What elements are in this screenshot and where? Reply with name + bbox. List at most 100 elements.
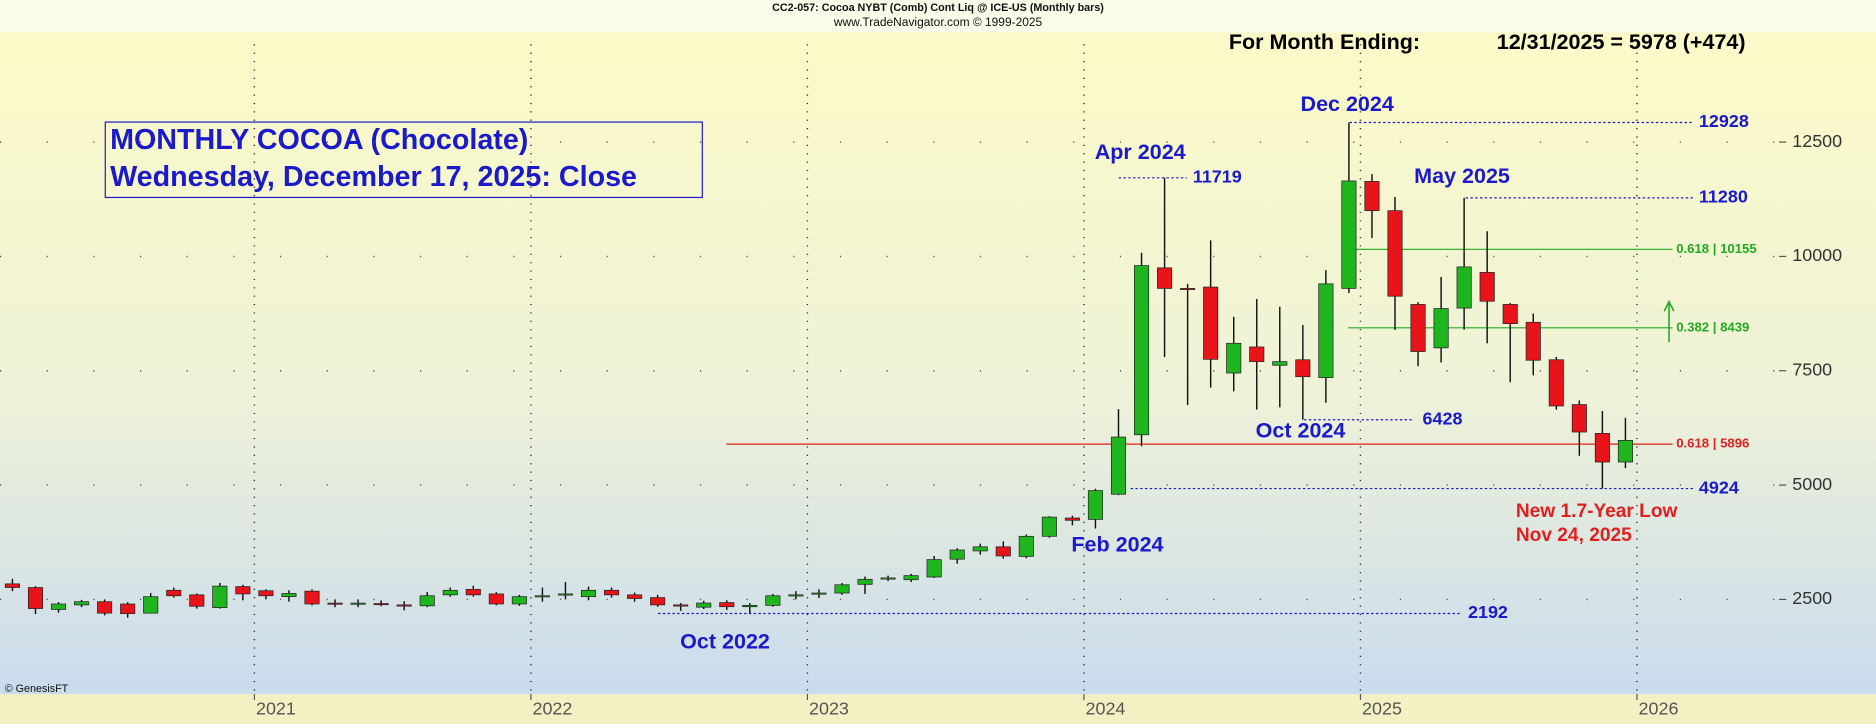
candle-body (304, 590, 320, 605)
candle-body (1249, 346, 1265, 362)
candle-body (1064, 517, 1080, 521)
candle-body (120, 603, 136, 614)
candle-body (765, 595, 781, 606)
candle-body (1525, 321, 1541, 361)
candle-body (350, 602, 366, 605)
candle-body (488, 593, 504, 605)
fib-label: 0.382 | 8439 (1676, 319, 1749, 334)
candle-body (673, 604, 689, 607)
candle-body (834, 584, 850, 594)
candle-body (511, 596, 527, 605)
x-tick-label: 2022 (532, 698, 572, 718)
candle-body (1410, 304, 1426, 352)
candle-body (995, 546, 1011, 557)
annotation: Feb 2024 (1071, 532, 1163, 556)
candle-body (719, 602, 735, 608)
source: www.TradeNavigator.com © 1999-2025 (833, 15, 1043, 29)
candle-body (97, 601, 113, 614)
candle-body (1479, 272, 1495, 302)
x-tick-label: 2021 (256, 698, 296, 718)
candle-body (442, 589, 458, 596)
candle-body (50, 603, 67, 610)
candle-body (189, 594, 205, 607)
candle-body (1571, 404, 1587, 433)
candle-body (1180, 288, 1196, 290)
candle-body (1110, 436, 1127, 495)
candle-body (1087, 490, 1103, 520)
y-tick-label: 10000 (1792, 245, 1842, 265)
candle-body (1018, 535, 1034, 557)
annotation: Oct 2024 (1256, 419, 1346, 443)
candle-body (1456, 266, 1472, 309)
x-tick-label: 2025 (1362, 698, 1402, 718)
candle-body (1502, 304, 1518, 324)
candle-body (1157, 267, 1173, 289)
candle-body (1594, 433, 1610, 463)
x-tick-label: 2026 (1639, 698, 1679, 718)
candle-body (258, 590, 274, 597)
candle-body (396, 604, 412, 607)
header-strip (0, 0, 1876, 33)
candle-body (926, 559, 942, 578)
title-box (104, 121, 703, 199)
candle-body (235, 586, 251, 595)
candle-body (1364, 181, 1380, 212)
candle-body (880, 577, 896, 580)
candle-body (281, 593, 297, 598)
annotation: May 2025 (1414, 164, 1510, 188)
candle-body (143, 596, 159, 614)
x-axis-strip (0, 694, 1876, 724)
candle-body (903, 575, 919, 581)
candle-body (534, 595, 550, 598)
candle-body (972, 546, 988, 552)
candle-body (27, 587, 44, 609)
level-label: 6428 (1423, 409, 1463, 429)
level-label: 11280 (1699, 187, 1748, 207)
plot: 2500 5000 7500 10000 12500 2021 2022 2023 2024 20… (0, 44, 1842, 718)
candle-body (1272, 361, 1288, 366)
title: MONTHLY COCOA (Chocolate) (110, 124, 528, 156)
header: CC2-057: Cocoa NYBT (Comb) Cont Liq @ IC… (772, 2, 1104, 14)
candle-body (1548, 359, 1564, 407)
candle-body (1433, 308, 1449, 349)
candle-body (604, 589, 620, 596)
candle-body (857, 578, 873, 585)
candle-body (1341, 180, 1357, 289)
y-tick-label: 5000 (1792, 474, 1832, 494)
candle-body (166, 589, 182, 597)
candle-body (788, 594, 804, 597)
level-label: 4924 (1699, 477, 1739, 497)
x-tick-label: 2024 (1086, 698, 1126, 718)
candle-body (1133, 265, 1150, 436)
level-label: 11719 (1193, 167, 1242, 187)
x-tick-label: 2023 (809, 698, 849, 718)
y-tick-label: 2500 (1792, 588, 1832, 608)
candle-body (1387, 210, 1403, 297)
fib-label: 0.618 | 10155 (1676, 241, 1756, 256)
candle-body (742, 604, 758, 608)
candle-body (74, 601, 90, 606)
status-value: 12/31/2025 = 5978 (+474) (1497, 30, 1746, 54)
level-label: 2192 (1468, 602, 1508, 622)
title: Wednesday, December 17, 2025: Close (110, 161, 637, 193)
candle-body (580, 589, 597, 598)
candle-body (1226, 342, 1242, 374)
candle-body (465, 588, 481, 596)
annotation: New 1.7-Year Low (1516, 501, 1678, 522)
y-tick-label: 7500 (1792, 359, 1832, 379)
candle-body (811, 592, 827, 595)
candle-body (650, 597, 666, 606)
candle-body (1203, 286, 1219, 360)
annotation: Dec 2024 (1301, 92, 1394, 116)
arrow (1663, 299, 1675, 343)
status-label: For Month Ending: (1229, 30, 1420, 54)
candle-body (696, 602, 712, 608)
candle-body (212, 585, 228, 609)
annotation: Apr 2024 (1095, 140, 1186, 164)
annotation: Nov 24, 2025 (1516, 525, 1632, 546)
candle-body (949, 549, 965, 560)
credit: © GenesisFT (5, 683, 69, 695)
annotation: Oct 2022 (680, 629, 770, 653)
